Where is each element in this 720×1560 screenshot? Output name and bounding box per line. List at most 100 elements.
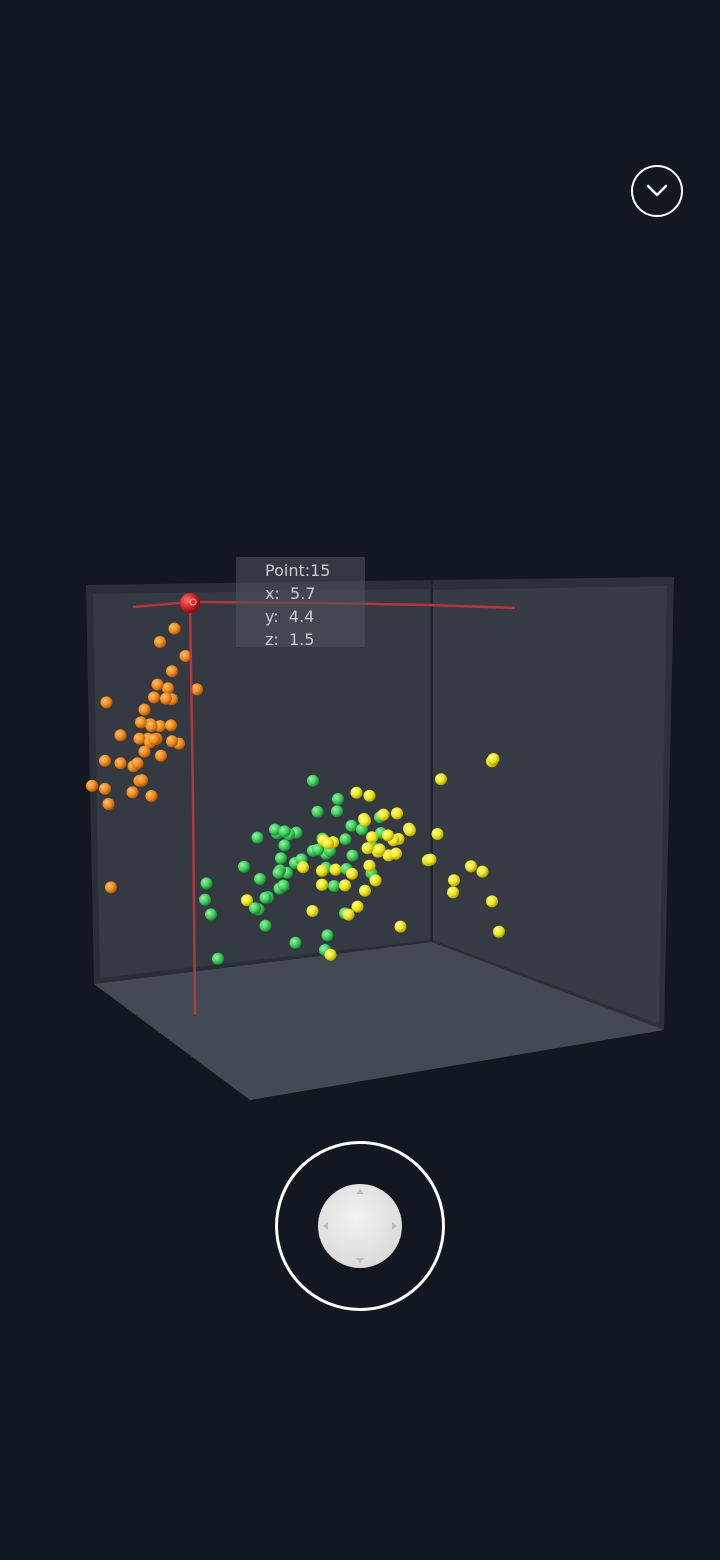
data-point[interactable]	[99, 754, 111, 767]
data-point[interactable]	[390, 847, 402, 860]
data-point[interactable]	[151, 678, 164, 691]
data-point[interactable]	[306, 905, 319, 917]
data-point[interactable]	[131, 757, 144, 770]
arrow-left-icon	[323, 1222, 328, 1230]
data-point[interactable]	[311, 805, 324, 818]
data-point[interactable]	[350, 786, 363, 799]
data-point[interactable]	[278, 825, 291, 838]
data-point[interactable]	[148, 733, 160, 746]
data-point[interactable]	[160, 692, 172, 705]
data-point[interactable]	[102, 798, 115, 810]
data-point[interactable]	[254, 873, 266, 885]
data-point[interactable]	[361, 842, 374, 855]
data-point[interactable]	[133, 732, 146, 745]
data-point[interactable]	[145, 720, 158, 732]
data-point[interactable]	[136, 774, 148, 787]
data-point[interactable]	[307, 774, 319, 787]
data-point[interactable]	[135, 716, 147, 729]
data-point[interactable]	[321, 929, 334, 942]
data-point[interactable]	[359, 814, 371, 827]
data-point[interactable]	[251, 831, 264, 844]
data-point[interactable]	[369, 874, 382, 887]
data-point[interactable]	[165, 719, 177, 732]
data-point[interactable]	[351, 900, 364, 913]
data-point[interactable]	[465, 860, 477, 873]
data-point[interactable]	[363, 789, 376, 802]
data-point[interactable]	[155, 749, 167, 762]
data-point[interactable]	[339, 879, 351, 892]
data-point[interactable]	[391, 807, 403, 820]
data-point[interactable]	[275, 852, 287, 865]
data-point[interactable]	[312, 843, 324, 856]
data-point[interactable]	[277, 879, 290, 892]
data-point[interactable]	[329, 863, 342, 876]
data-point[interactable]	[297, 861, 309, 874]
data-point[interactable]	[145, 790, 158, 802]
data-point[interactable]	[278, 839, 291, 852]
data-point[interactable]	[328, 880, 340, 892]
data-point[interactable]	[272, 866, 285, 879]
data-point[interactable]	[363, 859, 376, 872]
data-point[interactable]	[382, 829, 394, 842]
data-point[interactable]	[373, 843, 386, 856]
data-point[interactable]	[105, 881, 117, 894]
data-point[interactable]	[331, 805, 343, 818]
data-point[interactable]	[114, 729, 127, 742]
data-point[interactable]	[366, 831, 378, 844]
data-point[interactable]	[493, 925, 505, 938]
data-point[interactable]	[316, 864, 328, 877]
data-point[interactable]	[205, 908, 217, 921]
data-point[interactable]	[212, 952, 224, 965]
data-point[interactable]	[154, 720, 166, 732]
data-point[interactable]	[324, 948, 337, 961]
data-point[interactable]	[431, 828, 444, 840]
data-point[interactable]	[138, 703, 151, 716]
data-point[interactable]	[238, 860, 250, 873]
data-point[interactable]	[339, 833, 352, 846]
data-point[interactable]	[332, 793, 344, 805]
data-point[interactable]	[359, 884, 371, 897]
data-point[interactable]	[114, 757, 127, 770]
data-point[interactable]	[199, 893, 211, 906]
collapse-button[interactable]	[631, 165, 683, 217]
data-point[interactable]	[249, 902, 261, 915]
data-point[interactable]	[394, 920, 407, 933]
data-point[interactable]	[316, 878, 328, 891]
data-point[interactable]	[99, 782, 111, 795]
data-point[interactable]	[447, 886, 459, 899]
data-point[interactable]	[166, 665, 178, 678]
data-point[interactable]	[259, 891, 272, 904]
data-point[interactable]	[200, 877, 213, 890]
data-point[interactable]	[346, 849, 359, 862]
data-point[interactable]	[168, 622, 181, 635]
data-point[interactable]	[86, 779, 98, 792]
data-point[interactable]	[162, 682, 174, 695]
data-point[interactable]	[126, 786, 139, 799]
joystick-icon[interactable]	[318, 1184, 402, 1268]
data-point[interactable]	[435, 773, 447, 786]
data-point[interactable]	[289, 936, 302, 949]
data-point[interactable]	[487, 753, 500, 765]
data-point[interactable]	[241, 894, 253, 907]
data-point[interactable]	[259, 919, 272, 932]
data-point[interactable]	[191, 683, 203, 696]
data-point[interactable]	[154, 636, 166, 648]
point-tooltip: Point:15 x: 5.7 y: 4.4 z: 1.5	[236, 557, 365, 649]
data-point[interactable]	[100, 696, 113, 709]
data-point[interactable]	[377, 808, 390, 821]
data-point[interactable]	[346, 867, 358, 880]
data-point[interactable]	[404, 824, 416, 837]
data-point[interactable]	[166, 735, 178, 748]
data-point[interactable]	[486, 895, 498, 908]
data-point[interactable]	[448, 874, 460, 887]
data-point[interactable]	[342, 908, 355, 921]
data-point[interactable]	[179, 650, 192, 662]
data-point[interactable]	[424, 853, 437, 866]
data-point[interactable]	[269, 823, 281, 836]
data-point[interactable]	[322, 837, 334, 850]
data-point[interactable]	[148, 691, 160, 704]
data-point[interactable]	[138, 745, 151, 758]
data-point[interactable]	[476, 865, 489, 878]
data-point[interactable]	[345, 819, 358, 832]
